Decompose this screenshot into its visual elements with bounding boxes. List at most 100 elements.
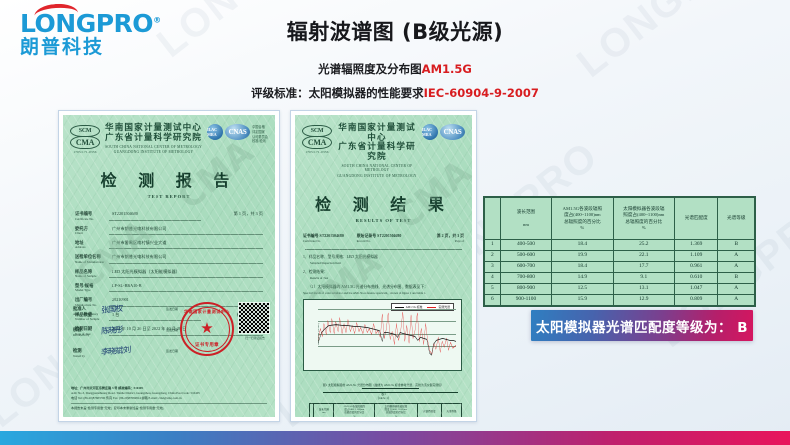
cell-match: 1.109 [673, 250, 719, 262]
cell-index: 6 [484, 294, 501, 306]
org-name-en-2: GUANGDONG INSTITUTE OF METROLOGY [337, 173, 417, 178]
cell-am: 12.5 [551, 283, 614, 295]
th-grade: 光谱等级 [441, 403, 462, 417]
cell-range: 600-700 [499, 261, 553, 273]
table-row: 3 600-700 18.4 17.7 0.961 A [484, 261, 755, 273]
document-title-cn: 检 测 结 果 [315, 194, 452, 214]
footer-line: Add: No.3, Dongguanzhuang Road, Tianhe D… [71, 391, 200, 396]
results-field: 第 2 页，共 3 页 Page of [410, 233, 464, 243]
legend-entry: AM1.5G 标准 [394, 305, 423, 310]
signature-block: 批准人 Approved Signatory 张国权 签发日期 核验 Reviewe… [63, 302, 275, 365]
field-value: ST2201504680 [109, 211, 201, 221]
field-row: 委托方 Client 广州市朗普光电科技有限公司 [75, 226, 263, 235]
badge-line: 校准/检测 [252, 139, 266, 144]
results-page-en: Page of [454, 238, 465, 243]
org-name-cn-1: 华南国家计量测试中心 [105, 123, 202, 133]
th-spectral-grade: 光谱等级 [717, 197, 755, 240]
brand-name: LONGPRO [20, 9, 154, 38]
series-reference-line [318, 324, 456, 356]
brand-logo: LONGPRO® 朗普科技 [20, 2, 161, 59]
signature-handwriting: 陈晓彤 [100, 324, 123, 336]
field-value: 广州市番禺区南村镇兴业大道 [109, 240, 263, 250]
cell-match: 0.961 [673, 261, 719, 273]
th-spectral-match: 光谱匹配度 [673, 197, 719, 240]
cnas-badge-icon: CNAS [440, 124, 465, 140]
chart-series-svg [318, 312, 456, 356]
field-value: LP-SL-BBA10-B [109, 283, 263, 293]
field-label-cn: 检测日期 [75, 326, 93, 332]
field-label-cn: 证书编号 [75, 211, 93, 217]
th-range: 波长范围 nm [313, 403, 335, 417]
field-label-cn: 样品名称 [75, 268, 93, 274]
result-item: 2、检测结果： Results of Test [295, 270, 472, 280]
chart-legend: AM1.5G 标准 实测光谱 [390, 303, 454, 312]
results-field-cn: 证书编号 [303, 233, 319, 238]
cell-grade: B [717, 272, 755, 284]
cell-sim: 22.1 [612, 250, 676, 262]
cell-am: 15.9 [551, 294, 614, 306]
table-row: 1 400-500 18.4 25.2 1.369 B [484, 239, 755, 251]
legend-label: 实测光谱 [438, 305, 450, 310]
subtitle-line-2: 评级标准：太阳模拟器的性能要求IEC-60904-9-2007 [0, 85, 790, 101]
table-row: 6 900-1100 15.9 12.9 0.809 A [484, 294, 755, 306]
cell-grade: A [717, 294, 755, 306]
cma-code: 1705/171-0356 [305, 150, 329, 154]
result-item-cn: （1）太阳模拟器的 AM1.5G 光谱分布曲线、光谱分布图、数据表见下： [308, 285, 428, 290]
subtitle-2-red: IEC-60904-9-2007 [423, 86, 539, 100]
th-match: 光谱匹配度 [416, 403, 443, 417]
cell-sim: 17.7 [612, 261, 676, 273]
result-item-cn: 2、检测结果： [303, 270, 328, 275]
cma-bottom-label: CMA [70, 136, 100, 149]
cell-index: 5 [484, 283, 501, 295]
org-name-en-2: GUANGDONG INSTITUTE OF METROLOGY [113, 150, 194, 155]
field-row: 出厂编号 Manufacture No. 20210901 [75, 297, 263, 307]
seal-bottom-text: 证书专用章 [195, 342, 219, 347]
th-index [308, 403, 315, 417]
accreditation-badges: ILAC MRA CNAS [422, 124, 465, 140]
cell-grade: A [717, 283, 755, 295]
signature-label-cn: 检测 [73, 348, 82, 353]
subtitle-1-red: AM1.5G [421, 62, 472, 76]
seal-top-text: 华南国家计量测试中心 [184, 309, 230, 314]
badge-side-text: 中国合格 评定国家 认可委员会 校准/检测 [252, 124, 268, 144]
qr-code-icon[interactable] [238, 302, 270, 334]
cma-bottom-label: CMA [302, 136, 332, 149]
document-footer-left: 地址：广州市天河区东莞庄路 3 号 邮政编码：510405 Add: No.3,… [71, 386, 267, 411]
signature-row: 检测 Tested by 李晓斌/刘 签发日期 [73, 344, 178, 358]
field-row: 型号/规格 Model/Type LP-SL-BBA10-B [75, 283, 263, 293]
qr-code-block[interactable]: 扫一扫验证报告 [238, 302, 272, 340]
result-item: 1、样品名称、型号规格：LED 太阳光模拟器 Sampled/Inspectio… [295, 255, 472, 265]
org-name-cn-2: 广东省计量科学研究院 [105, 132, 202, 143]
seal-inner-ring [184, 306, 230, 352]
th-range-label: 波长范围 [516, 209, 536, 215]
document-card-test-results[interactable]: CMA CMA SCM CMA 1705/171-0356 华南国家计量测试中心… [290, 110, 477, 422]
org-name-en-1: SOUTH CHINA NATIONAL CENTER OF METROLOGY [341, 164, 413, 173]
legend-swatch-icon [427, 306, 437, 308]
document-card-test-report[interactable]: CMA CMA SCM CMA 1705/171-0356 华南国家计量测试中心… [58, 110, 280, 422]
cell-range: 700-800 [499, 272, 553, 284]
document-header-left: SCM CMA 1705/171-0356 华南国家计量测试中心 广东省计量科学… [63, 115, 275, 154]
legend-swatch-icon [394, 306, 404, 308]
field-page-info: 第 1 页，共 3 页 [233, 211, 263, 217]
small-table-caption: 表1 （table 1） [295, 392, 472, 402]
signature-label-en: Tested by [73, 354, 85, 358]
field-row: 样品名称 Name of Sample LED 太阳光模拟器（太阳能模拟器） [75, 268, 263, 279]
results-page-info: 第 2 页，共 3 页 [436, 233, 465, 238]
conclusion-banner-text: 太阳模拟器光谱匹配度等级为： B [536, 319, 748, 336]
small-table-caption-en: （table 1） [376, 396, 391, 401]
org-name-en-1: SOUTH CHINA NATIONAL CENTER OF METROLOGY [105, 144, 202, 149]
signature-column: 批准人 Approved Signatory 张国权 签发日期 核验 Reviewe… [73, 302, 178, 365]
cell-match: 1.047 [673, 283, 719, 295]
result-item-en: Sampled/Inspection Item [310, 260, 342, 265]
org-name-cn-1: 华南国家计量测试中心 [338, 123, 416, 143]
document-page-mid: CMA CMA SCM CMA 1705/171-0356 华南国家计量测试中心… [295, 115, 472, 417]
signature-handwriting: 张国权 [100, 303, 123, 315]
cell-grade: A [717, 261, 755, 273]
th-am15g-percent: AM1.5G各波段辐照 度占(400~1100)nm 总辐照度的百分比 % [551, 197, 614, 240]
field-value: 广州市朗普光电科技有限公司 [109, 226, 263, 235]
legend-label: AM1.5G 标准 [405, 305, 423, 310]
bottom-gradient-bar [0, 431, 790, 445]
cell-index: 4 [484, 272, 501, 284]
spectral-band-table-callout[interactable]: 波长范围 nm AM1.5G各波段辐照 度占(400~1100)nm 总辐照度的… [483, 196, 756, 307]
cell-match: 0.809 [673, 294, 719, 306]
